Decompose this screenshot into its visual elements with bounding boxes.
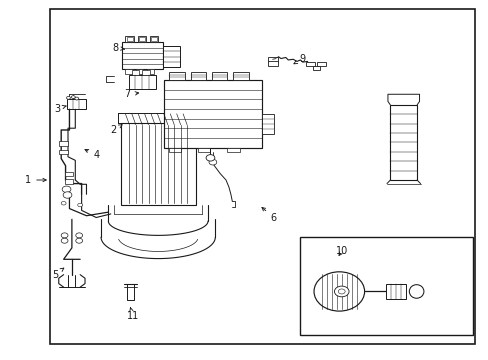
Text: 10: 10 (335, 247, 347, 256)
Circle shape (75, 97, 79, 100)
Bar (211, 72, 227, 80)
Bar (233, 72, 248, 80)
Circle shape (61, 202, 66, 205)
Bar (198, 148, 210, 152)
Bar (59, 150, 67, 154)
Circle shape (76, 233, 82, 238)
Text: 2: 2 (110, 125, 122, 135)
Bar (125, 36, 134, 42)
Circle shape (78, 203, 82, 207)
Bar (142, 69, 150, 75)
Circle shape (63, 192, 72, 198)
Bar (261, 114, 273, 134)
Circle shape (338, 289, 345, 294)
Bar (317, 62, 325, 66)
Bar (131, 69, 139, 75)
Bar (151, 37, 157, 41)
Circle shape (62, 186, 71, 193)
Bar (305, 62, 314, 66)
Bar (139, 37, 144, 41)
Bar (169, 148, 181, 152)
Bar (137, 36, 146, 42)
Bar (126, 284, 133, 300)
Text: 7: 7 (124, 89, 139, 99)
Bar (300, 237, 472, 336)
Text: 5: 5 (52, 268, 63, 280)
Bar (64, 172, 73, 176)
Bar (125, 69, 132, 73)
Text: 1: 1 (25, 175, 46, 185)
Bar (389, 105, 416, 180)
Bar (385, 284, 405, 299)
Bar (312, 66, 320, 70)
Bar (64, 179, 73, 184)
Bar (136, 69, 143, 73)
Bar (163, 46, 180, 67)
Circle shape (208, 159, 216, 165)
Circle shape (66, 96, 70, 99)
Bar (164, 80, 261, 148)
Text: 11: 11 (126, 308, 139, 321)
Circle shape (61, 238, 68, 243)
Ellipse shape (313, 272, 364, 311)
Bar (146, 69, 154, 73)
Circle shape (71, 96, 75, 99)
Text: 4: 4 (85, 149, 99, 160)
Bar (122, 42, 163, 69)
Text: 6: 6 (262, 207, 276, 222)
Bar (227, 148, 239, 152)
Bar (50, 9, 474, 344)
Bar (267, 57, 277, 62)
Text: 9: 9 (293, 54, 305, 64)
Circle shape (334, 286, 348, 297)
Circle shape (61, 233, 68, 238)
Bar (67, 99, 85, 109)
Bar (126, 37, 132, 41)
Circle shape (76, 238, 82, 243)
Bar (128, 75, 155, 89)
Bar (169, 72, 184, 80)
Bar (59, 141, 67, 146)
Bar (149, 36, 158, 42)
Text: 3: 3 (54, 104, 66, 113)
Bar (267, 61, 277, 66)
Text: 8: 8 (112, 43, 124, 53)
Bar (190, 72, 205, 80)
Ellipse shape (408, 285, 423, 298)
Circle shape (205, 155, 214, 161)
Bar (120, 123, 196, 205)
